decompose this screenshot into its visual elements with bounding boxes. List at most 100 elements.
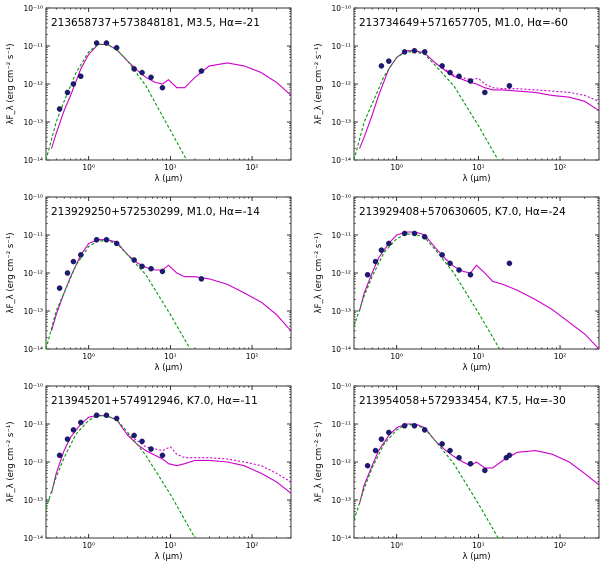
y-tick-label: 10⁻¹¹	[331, 231, 351, 240]
photometry-point	[411, 422, 418, 429]
x-tick-label: 10⁰	[82, 163, 95, 172]
photometry-point	[93, 236, 100, 243]
photometry-point	[401, 230, 408, 237]
photometry-point	[401, 49, 408, 55]
series-group	[46, 412, 291, 538]
y-tick-label: 10⁻¹³	[23, 118, 43, 127]
photometry-point	[64, 436, 71, 442]
x-tick-label: 10²	[554, 541, 567, 550]
y-axis-label: λF_λ (erg cm⁻² s⁻¹)	[6, 232, 16, 313]
series-model-alt	[435, 62, 599, 102]
photometry-point	[70, 427, 77, 433]
photometry-point	[372, 447, 379, 454]
panel-title: 213658737+573848181, M3.5, Hα=-21	[51, 17, 260, 29]
photometry-point	[159, 452, 166, 459]
photometry-point	[411, 47, 418, 54]
photometry-point	[64, 89, 71, 96]
y-tick-label: 10⁻¹³	[23, 496, 43, 505]
x-axis-label: λ (μm)	[462, 363, 490, 373]
series-group	[46, 40, 291, 160]
y-axis-label: λF_λ (erg cm⁻² s⁻¹)	[6, 421, 16, 502]
series-model-alt	[127, 433, 291, 483]
series-photosphere	[354, 233, 501, 349]
x-axis-label: λ (μm)	[154, 174, 182, 184]
x-tick-label: 10⁰	[390, 163, 403, 172]
y-axis-label: λF_λ (erg cm⁻² s⁻¹)	[314, 232, 324, 313]
photometry-point	[378, 247, 385, 253]
plot-frame	[45, 196, 292, 350]
y-tick-label: 10⁻¹⁴	[331, 534, 351, 543]
photometry-point	[467, 271, 474, 278]
photometry-point	[113, 44, 120, 51]
photometry-point	[93, 40, 100, 46]
sed-panel-2: 10⁻¹⁴ 10⁻¹³ 10⁻¹² 10⁻¹¹ 10⁻¹⁰ 10⁰ 10¹ 10² λ (μm)…	[314, 4, 600, 184]
y-tick-label: 10⁻¹²	[23, 80, 43, 89]
y-tick-label: 10⁻¹¹	[23, 420, 43, 429]
y-tick-label: 10⁻¹⁴	[331, 156, 351, 165]
photometry-point	[456, 73, 462, 79]
y-tick-label: 10⁻¹²	[331, 458, 351, 467]
x-tick-label: 10¹	[164, 352, 177, 361]
y-tick-label: 10⁻¹³	[331, 118, 351, 127]
series-model	[358, 231, 599, 349]
photometry-point	[401, 422, 408, 429]
sed-panel-3: 10⁻¹⁴ 10⁻¹³ 10⁻¹² 10⁻¹¹ 10⁻¹⁰ 10⁰ 10¹ 10² λ (μm)…	[6, 193, 292, 373]
y-tick-label: 10⁻¹³	[331, 307, 351, 316]
y-axis-label: λF_λ (erg cm⁻² s⁻¹)	[314, 421, 324, 502]
x-tick-label: 10²	[554, 352, 567, 361]
photometry-point	[64, 270, 71, 276]
x-tick-label: 10⁰	[390, 352, 403, 361]
x-axis-label: λ (μm)	[154, 363, 182, 373]
photometry-point	[364, 462, 371, 469]
photometry-point	[456, 454, 462, 461]
photometry-point	[378, 436, 385, 442]
photometry-point	[131, 257, 137, 263]
photometry-point	[113, 415, 120, 422]
x-tick-label: 10²	[554, 163, 567, 172]
y-tick-label: 10⁻¹⁰	[331, 4, 351, 13]
sed-panel-6: 10⁻¹⁴ 10⁻¹³ 10⁻¹² 10⁻¹¹ 10⁻¹⁰ 10⁰ 10¹ 10² λ (μm)…	[314, 382, 600, 562]
photometry-point	[148, 265, 154, 272]
panel-title: 213945201+574912946, K7.0, Hα=-11	[51, 395, 258, 407]
series-photosphere	[46, 240, 191, 349]
x-tick-label: 10²	[246, 541, 259, 550]
x-axis-label: λ (μm)	[462, 174, 490, 184]
y-tick-label: 10⁻¹¹	[331, 42, 351, 51]
y-tick-label: 10⁻¹¹	[23, 42, 43, 51]
photometry-point	[103, 236, 110, 243]
photometry-point	[131, 432, 137, 439]
photometry-point	[139, 69, 145, 76]
y-tick-label: 10⁻¹⁴	[23, 345, 43, 354]
sed-panel-5: 10⁻¹⁴ 10⁻¹³ 10⁻¹² 10⁻¹¹ 10⁻¹⁰ 10⁰ 10¹ 10² λ (μm)…	[6, 382, 292, 562]
y-tick-label: 10⁻¹⁰	[331, 382, 351, 391]
y-axis-label: λF_λ (erg cm⁻² s⁻¹)	[314, 43, 324, 124]
y-tick-label: 10⁻¹⁴	[23, 534, 43, 543]
photometry-point	[93, 412, 100, 418]
photometry-point	[131, 66, 137, 72]
panel-title: 213954058+572933454, K7.5, Hα=-30	[359, 395, 566, 407]
x-tick-label: 10¹	[164, 163, 177, 172]
plot-frame	[353, 196, 600, 350]
series-model	[50, 414, 291, 494]
photometry-point	[56, 106, 63, 112]
series-model	[50, 239, 291, 332]
series-photosphere	[46, 43, 188, 160]
series-photosphere	[354, 51, 499, 160]
photometry-point	[439, 252, 445, 258]
series-group	[354, 47, 599, 160]
photometry-point	[386, 240, 392, 247]
photometry-point	[482, 467, 488, 474]
photometry-point	[139, 438, 145, 445]
photometry-point	[378, 63, 385, 69]
x-tick-label: 10¹	[472, 163, 485, 172]
y-tick-label: 10⁻¹⁴	[331, 345, 351, 354]
photometry-point	[148, 74, 154, 81]
photometry-point	[386, 429, 392, 436]
y-tick-label: 10⁻¹⁰	[23, 4, 43, 13]
photometry-point	[70, 258, 77, 265]
photometry-point	[103, 40, 110, 46]
y-tick-label: 10⁻¹³	[331, 496, 351, 505]
photometry-point	[70, 81, 77, 87]
y-tick-label: 10⁻¹²	[23, 269, 43, 278]
photometry-point	[78, 419, 84, 426]
